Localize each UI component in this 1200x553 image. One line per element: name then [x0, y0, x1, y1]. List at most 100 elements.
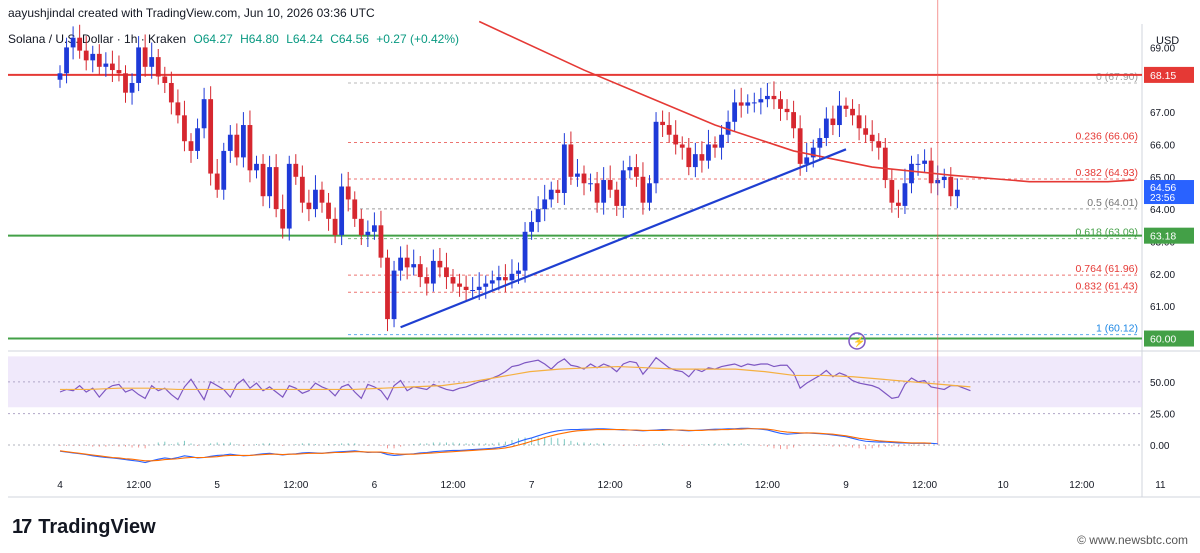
candle-body [817, 137, 823, 148]
key-level-tag-label: 68.15 [1150, 70, 1176, 82]
candle-body [830, 118, 836, 126]
candle-body [516, 270, 521, 274]
time-tick-label: 12:00 [598, 480, 623, 491]
brand-name: TradingView [38, 516, 156, 538]
candle-body [843, 105, 849, 109]
candle-body [496, 277, 502, 281]
candle-body [437, 260, 443, 268]
candle-body [365, 231, 371, 236]
candle-body [594, 183, 600, 203]
candle-body [653, 121, 659, 184]
candle-body [260, 163, 266, 197]
candle-body [234, 134, 240, 158]
candle-body [273, 167, 279, 210]
rsi-ma-line [60, 365, 971, 391]
candle-body [77, 37, 83, 51]
candle-body [686, 147, 692, 168]
moving-average-line [478, 20, 1135, 183]
candle-body [869, 134, 875, 142]
source-watermark: © www.newsbtc.com [1077, 533, 1188, 547]
fib-level-label: 1 (60.12) [1096, 323, 1138, 335]
candle-body [149, 57, 155, 67]
candle-body [522, 231, 528, 271]
candle-body [837, 105, 842, 126]
candle-body [247, 125, 253, 171]
candle-body [784, 108, 790, 113]
current-price-tag [1144, 180, 1194, 205]
candle-body [103, 63, 109, 67]
candle-body [948, 176, 954, 197]
candle-body [699, 154, 705, 161]
candle-body [856, 115, 862, 129]
candle-body [358, 218, 364, 236]
time-tick-label: 4 [57, 480, 63, 491]
price-tick-label: 62.00 [1150, 270, 1175, 281]
candle-body [915, 163, 921, 165]
candle-body [489, 280, 495, 284]
candle-body [503, 277, 508, 281]
candle-body [450, 277, 456, 284]
candle-body [542, 199, 548, 210]
chart-header: aayushjindal created with TradingView.co… [8, 6, 375, 20]
candle-body [286, 163, 292, 229]
time-tick-label: 12:00 [440, 480, 465, 491]
candle-body [201, 99, 207, 129]
candle-body [666, 125, 672, 135]
candle-body [195, 128, 200, 151]
close-value: C64.56 [330, 32, 369, 46]
fib-level-label: 0.832 (61.43) [1076, 280, 1138, 292]
candle-body [64, 47, 69, 74]
time-tick-label: 10 [998, 480, 1010, 491]
tradingview-brand[interactable]: 17 TradingView [12, 516, 156, 539]
candle-body [732, 102, 738, 122]
time-tick-label: 12:00 [755, 480, 780, 491]
time-tick-label: 12:00 [126, 480, 151, 491]
candle-body [463, 286, 469, 291]
candle-body [57, 73, 63, 80]
candle-body [175, 102, 181, 116]
time-tick-label: 12:00 [912, 480, 937, 491]
time-tick-label: 7 [529, 480, 535, 491]
candle-body [614, 189, 620, 206]
symbol-name[interactable]: Solana / U.S. Dollar · 1h · Kraken [8, 32, 187, 46]
candle-body [293, 163, 299, 177]
candle-body [326, 202, 331, 219]
candle-body [706, 144, 711, 161]
candle-body [745, 102, 751, 106]
currency-label[interactable]: USD [1156, 35, 1180, 47]
candle-body [719, 134, 724, 148]
time-tick-label: 9 [843, 480, 849, 491]
candle-body [758, 99, 764, 103]
candle-body [221, 150, 227, 190]
candle-body [339, 186, 345, 236]
candle-body [928, 160, 934, 184]
candle-body [647, 183, 652, 203]
candle-body [896, 202, 901, 206]
key-level-tag [1144, 227, 1194, 244]
candle-body [476, 286, 482, 291]
candle-body [96, 53, 102, 67]
support-trendline [400, 148, 847, 329]
candle-body [876, 141, 882, 148]
candle-body [83, 50, 89, 61]
candle-body [634, 167, 639, 177]
candle-body [882, 147, 888, 181]
change-value: +0.27 (+0.42%) [376, 32, 460, 46]
candle-body [954, 189, 960, 197]
time-tick-label: 8 [686, 480, 692, 491]
time-tick-label: 5 [214, 480, 220, 491]
candle-body [712, 144, 718, 148]
candle-body [941, 176, 947, 181]
candle-body [607, 180, 613, 190]
candle-body [430, 260, 436, 284]
fib-level-label: 0.236 (66.06) [1076, 131, 1138, 143]
candle-body [588, 183, 593, 185]
rsi-line [59, 356, 971, 401]
macd-signal-line [59, 428, 932, 462]
candle-body [267, 167, 272, 197]
candle-body [483, 283, 489, 287]
candle-body [627, 167, 633, 171]
macd-tick-label: 0.00 [1150, 441, 1170, 452]
symbol-legend: Solana / U.S. Dollar · 1h · Kraken O64.2… [8, 32, 463, 46]
